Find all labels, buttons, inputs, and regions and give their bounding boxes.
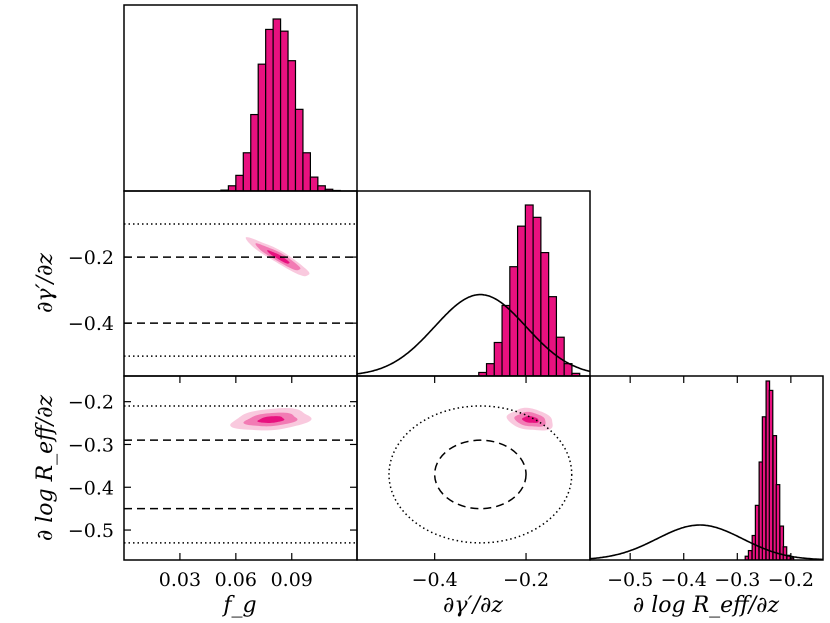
prior-curve (357, 293, 590, 375)
x-tick-label: −0.2 (768, 569, 814, 591)
histogram-bar (775, 484, 781, 560)
x-tick-label: 0.06 (215, 569, 257, 591)
histogram-bar (309, 176, 319, 191)
histogram-bar (302, 152, 312, 191)
histogram-bar (524, 204, 534, 376)
panel-histogram-dgamma (357, 204, 590, 376)
contour-inner (267, 250, 290, 264)
x-tick-label: 0.09 (271, 569, 313, 591)
histogram-bar (257, 63, 267, 191)
histogram-bar (548, 296, 558, 376)
reference-ellipse-dotted (388, 405, 573, 544)
y-tick-label: −0.2 (68, 247, 114, 269)
histogram-bar (768, 389, 774, 560)
xlabel-dgamma: ∂γ′/∂z (443, 593, 503, 618)
ylabel-dgamma: ∂γ′/∂z (33, 253, 58, 313)
histogram-bar (242, 152, 252, 191)
y-tick-label: −0.4 (68, 313, 114, 335)
histogram-bar (272, 18, 282, 191)
x-tick-label: −0.4 (661, 569, 707, 591)
x-tick-label: −0.5 (607, 569, 653, 591)
panel-histogram-dlogreff (590, 380, 823, 560)
frame-histogram-dlogreff (589, 375, 824, 561)
y-tick-label: −0.2 (68, 392, 114, 414)
histogram-bar (317, 185, 326, 191)
frame-scatter-fg-dgamma (123, 190, 358, 377)
histogram-bar (501, 304, 511, 376)
histogram-bar (509, 266, 519, 376)
panel-histogram-fg (220, 18, 341, 191)
reference-ellipse-dashed (433, 439, 527, 510)
histogram-bar (250, 113, 259, 191)
panel-scatter-fg-dlogreff (124, 405, 357, 544)
frame-scatter-fg-dlogreff (123, 375, 358, 561)
x-tick-label: −0.4 (412, 569, 458, 591)
histogram-bar (532, 216, 542, 376)
histogram-bar (754, 504, 760, 560)
histogram-bar (493, 341, 503, 376)
histogram-bar (540, 251, 550, 376)
histogram-bar (761, 416, 767, 560)
axis-ticks (124, 256, 792, 560)
panel-scatter-fg-dgamma (124, 223, 357, 357)
x-tick-label: 0.03 (159, 569, 201, 591)
histogram-bar (563, 363, 573, 376)
xlabel-fg: f_g (221, 593, 256, 618)
histogram-bar (265, 28, 274, 191)
histogram-bar (485, 363, 495, 376)
histogram-bar (516, 225, 526, 376)
histogram-bar (747, 549, 753, 560)
histogram-bar (571, 372, 581, 376)
xlabel-dlogreff: ∂ log R_eff/∂z (633, 593, 780, 618)
histogram-bar (294, 108, 304, 191)
contour-inner (522, 416, 539, 423)
ylabel-dlogreff: ∂ log R_eff/∂z (33, 394, 58, 541)
y-tick-label: −0.4 (68, 477, 114, 499)
histogram-bar (287, 60, 297, 191)
frame-scatter-dgamma-dlogreff (356, 375, 591, 561)
histogram-bar (779, 525, 785, 560)
histogram-bar (227, 185, 237, 191)
frame-histogram-fg (123, 4, 358, 192)
x-tick-label: −0.2 (503, 569, 549, 591)
x-tick-label: −0.3 (714, 569, 760, 591)
histogram-bar (782, 546, 788, 560)
y-tick-label: −0.3 (68, 434, 114, 456)
panel-scatter-dgamma-dlogreff (388, 405, 573, 544)
prior-curve (590, 524, 823, 560)
axis-tick-labels: −0.2 −0.4 −0.2 −0.3 −0.4 −0.5 0.03 0.06 0.09 −0.4… (68, 247, 814, 591)
histogram-bar (279, 30, 289, 191)
contour-inner (257, 416, 285, 423)
histogram-bar (235, 174, 244, 191)
y-tick-label: −0.5 (68, 520, 114, 542)
